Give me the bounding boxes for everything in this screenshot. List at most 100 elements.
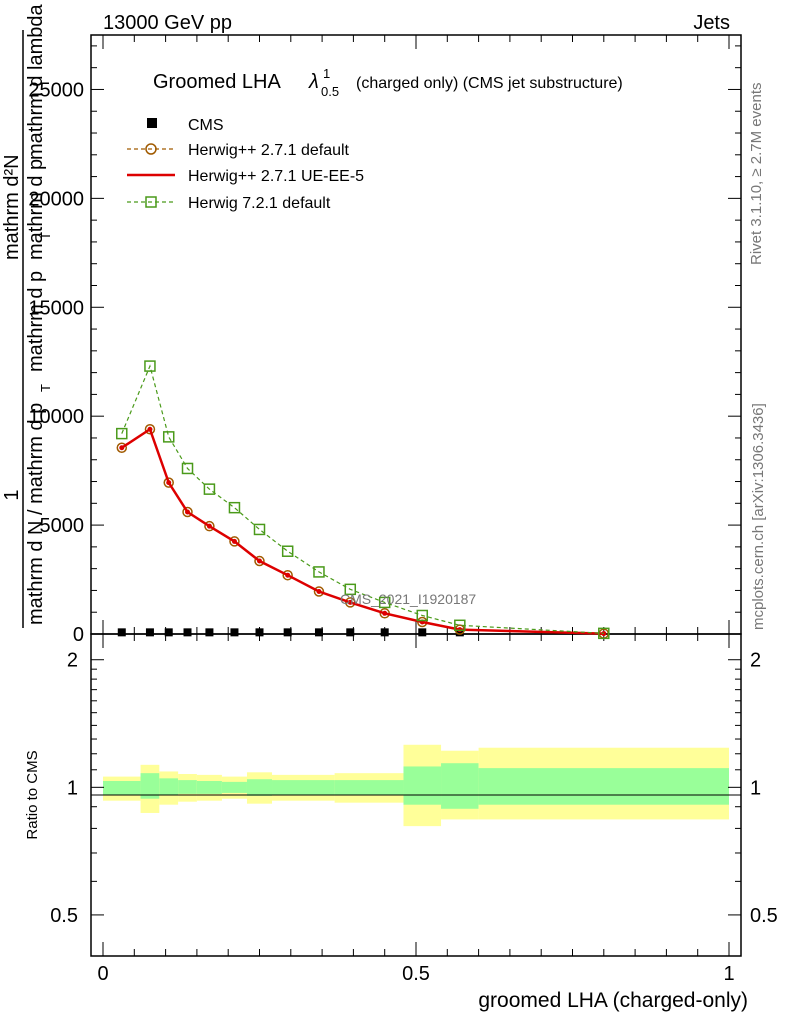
legend-cms-label: CMS <box>188 117 224 134</box>
ratio-band-green <box>246 779 273 796</box>
cms-data-point <box>164 628 173 637</box>
chart-title-main: Groomed LHA <box>153 71 281 93</box>
y-tick-label: 5000 <box>40 515 85 537</box>
x-tick-label: 0 <box>97 963 108 985</box>
herwig7-point <box>378 596 391 609</box>
y-label-den-b2: mathrm d p <box>25 271 47 372</box>
herwigpp-ueee5-point <box>601 631 607 637</box>
herwigpp-default-point <box>229 536 240 547</box>
legend-herwigpp-ueee5-label: Herwig++ 2.7.1 UE-EE-5 <box>188 168 364 185</box>
herwigpp-default-point <box>254 555 265 567</box>
herwig7-point <box>203 483 216 495</box>
ratio-band-green <box>221 781 247 793</box>
ratio-band-green <box>334 780 404 795</box>
y-label-one: 1 <box>1 489 23 500</box>
y-label-den-a: mathrm d p <box>25 159 47 260</box>
legend-herwigpp-default-marker <box>145 143 157 155</box>
ratio-band-green <box>140 773 160 799</box>
header-energy: 13000 GeV pp <box>103 12 232 34</box>
side-text-rivet: Rivet 3.1.10, ≥ 2.7M events <box>748 83 765 266</box>
cms-data-point <box>205 628 214 637</box>
herwigpp-ueee5-point <box>347 599 353 605</box>
ratio-tick-label-right: 2 <box>750 650 761 672</box>
herwig7-point <box>162 431 175 443</box>
cms-data-point <box>380 628 389 637</box>
cms-data-point <box>255 628 264 637</box>
herwig7-point <box>144 360 156 372</box>
herwigpp-ueee5-point <box>185 509 191 515</box>
ratio-tick-label-right: 0.5 <box>750 905 778 927</box>
herwigpp-ueee5-point <box>382 610 388 616</box>
herwigpp-default-point <box>144 424 156 435</box>
chart-title-rest: (charged only) (CMS jet substructure) <box>356 75 623 92</box>
ratio-band-green <box>272 780 335 795</box>
x-tick-label: 0.5 <box>402 963 430 985</box>
herwigpp-default-point <box>204 520 215 532</box>
chart-title-lambda: λ <box>308 71 319 93</box>
y-label-num: mathrm d²N <box>1 154 23 260</box>
cms-data-point <box>418 628 427 637</box>
herwig7-point <box>253 523 266 536</box>
herwig7-point <box>598 627 610 640</box>
herwigpp-default-point <box>182 506 193 518</box>
herwigpp-default-point <box>116 442 128 454</box>
side-text-mcplots: mcplots.cern.ch [arXiv:1306.3436] <box>750 403 767 630</box>
y-tick-label: 0 <box>73 624 84 646</box>
ratio-tick-label: 1 <box>67 777 78 799</box>
legend-herwig7-label: Herwig 7.2.1 default <box>188 195 331 212</box>
cms-data-point <box>283 628 292 637</box>
herwigpp-ueee5-point <box>206 523 212 529</box>
ratio-y-label: Ratio to CMS <box>24 750 41 839</box>
watermark: CMS_2021_I1920187 <box>340 591 476 607</box>
herwig7-line <box>121 364 604 634</box>
herwigpp-ueee5-point <box>166 480 172 486</box>
herwigpp-ueee5-line <box>121 427 604 635</box>
ratio-tick-label: 0.5 <box>50 905 78 927</box>
y-label-den-b2-sub: T <box>38 232 53 240</box>
y-label-den-c: mathrm d N / mathrm d p <box>25 403 47 625</box>
herwig7-point <box>181 462 194 475</box>
header-jets: Jets <box>693 12 730 34</box>
herwig7-point <box>454 619 466 632</box>
chart-title-sub: 0.5 <box>321 84 339 99</box>
ratio-tick-label-right: 1 <box>750 777 761 799</box>
x-axis-label: groomed LHA (charged-only) <box>478 989 748 1012</box>
herwigpp-default-point <box>163 477 174 488</box>
herwig7-point <box>116 427 128 440</box>
cms-data-point <box>145 628 154 637</box>
herwigpp-ueee5-point <box>119 445 125 451</box>
herwig7-point <box>416 609 429 622</box>
herwig7-point <box>344 583 357 596</box>
herwigpp-ueee5-point <box>231 538 237 544</box>
ratio-band-green <box>103 780 141 795</box>
cms-data-point <box>346 628 355 637</box>
x-tick-label: 1 <box>723 963 734 985</box>
y-label-den-b: mathrm d lambda <box>25 4 47 160</box>
ratio-band-green <box>403 766 442 805</box>
herwigpp-ueee5-point <box>257 558 262 564</box>
y-tick-label: 20000 <box>28 188 84 210</box>
ratio-band-green <box>178 780 197 794</box>
herwigpp-default-point <box>313 586 325 597</box>
cms-data-point <box>117 628 126 637</box>
ratio-band-green <box>441 763 479 809</box>
herwig7-point <box>313 566 325 578</box>
cms-data-point <box>455 628 464 637</box>
herwigpp-default-point <box>282 569 293 581</box>
y-tick-label: 15000 <box>28 297 84 319</box>
ratio-band-green <box>196 780 222 794</box>
y-label-den-c-sub: T <box>38 384 53 392</box>
herwigpp-ueee5-point <box>285 572 291 578</box>
herwigpp-default-point <box>345 597 356 608</box>
cms-data-point <box>230 628 239 637</box>
legend: CMS Herwig++ 2.7.1 default Herwig++ 2.7.… <box>127 117 364 212</box>
legend-herwigpp-default-label: Herwig++ 2.7.1 default <box>188 142 350 159</box>
chart-title-sup: 1 <box>323 66 330 81</box>
herwigpp-ueee5-point <box>147 426 153 432</box>
herwig7-point <box>228 501 241 514</box>
herwigpp-ueee5-point <box>316 589 322 595</box>
ratio-tick-label: 2 <box>67 650 78 672</box>
legend-herwig7-marker <box>145 196 157 208</box>
ratio-band-green <box>159 778 179 795</box>
